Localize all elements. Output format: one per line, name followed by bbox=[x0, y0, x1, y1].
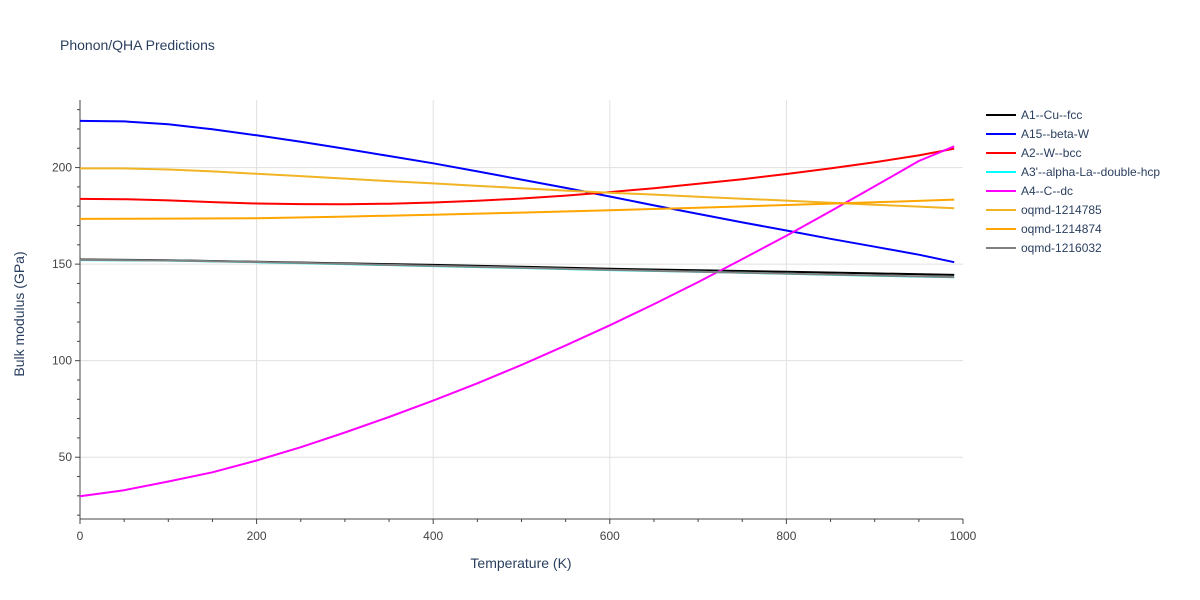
grid bbox=[80, 100, 963, 519]
legend-item-oqmd-1214785[interactable]: oqmd-1214785 bbox=[986, 203, 1102, 217]
x-tick-label: 600 bbox=[600, 529, 620, 543]
x-tick-label: 400 bbox=[423, 529, 443, 543]
series-line-a4-c-dc[interactable] bbox=[79, 145, 955, 498]
plot-area bbox=[79, 119, 955, 498]
x-tick-label: 800 bbox=[776, 529, 796, 543]
legend-item-a1-cu-fcc[interactable]: A1--Cu--fcc bbox=[986, 108, 1082, 122]
legend-label: A15--beta-W bbox=[1021, 127, 1090, 141]
legend-label: A4--C--dc bbox=[1021, 184, 1073, 198]
legend-label: oqmd-1214785 bbox=[1021, 203, 1102, 217]
legend-item-a3-alpha-la-double-hcp[interactable]: A3'--alpha-La--double-hcp bbox=[986, 165, 1160, 179]
legend-label: A2--W--bcc bbox=[1021, 146, 1081, 160]
y-tick-label: 100 bbox=[52, 354, 72, 368]
legend-label: oqmd-1214874 bbox=[1021, 222, 1102, 236]
x-tick-label: 200 bbox=[247, 529, 267, 543]
legend-label: A1--Cu--fcc bbox=[1021, 108, 1082, 122]
legend-item-oqmd-1216032[interactable]: oqmd-1216032 bbox=[986, 241, 1102, 255]
y-axis-title: Bulk modulus (GPa) bbox=[11, 251, 27, 376]
legend-item-a2-w-bcc[interactable]: A2--W--bcc bbox=[986, 146, 1081, 160]
legend-item-a15-beta-w[interactable]: A15--beta-W bbox=[986, 127, 1090, 141]
x-tick-label: 1000 bbox=[950, 529, 977, 543]
y-tick-label: 50 bbox=[59, 450, 73, 464]
y-tick-label: 200 bbox=[52, 161, 72, 175]
series-line-oqmd-1214785[interactable] bbox=[80, 167, 955, 210]
x-tick-label: 0 bbox=[77, 529, 84, 543]
series-line-oqmd-1216032[interactable] bbox=[79, 258, 955, 279]
x-axis-title: Temperature (K) bbox=[470, 555, 571, 571]
y-tick-label: 150 bbox=[52, 257, 72, 271]
legend-item-oqmd-1214874[interactable]: oqmd-1214874 bbox=[986, 222, 1102, 236]
legend-item-a4-c-dc[interactable]: A4--C--dc bbox=[986, 184, 1073, 198]
series-line-oqmd-1214874[interactable] bbox=[79, 198, 955, 220]
legend-label: oqmd-1216032 bbox=[1021, 241, 1102, 255]
legend-label: A3'--alpha-La--double-hcp bbox=[1021, 165, 1160, 179]
axes: 0 200 400 600 800 1000 50 100 150 200 bbox=[52, 100, 977, 543]
legend[interactable]: A1--Cu--fcc A15--beta-W A2--W--bcc A3'--alp… bbox=[986, 108, 1160, 255]
series-line-a15-beta-w[interactable] bbox=[79, 119, 955, 264]
chart-title: Phonon/QHA Predictions bbox=[60, 37, 215, 53]
series-line-a2-w-bcc[interactable] bbox=[79, 147, 955, 206]
